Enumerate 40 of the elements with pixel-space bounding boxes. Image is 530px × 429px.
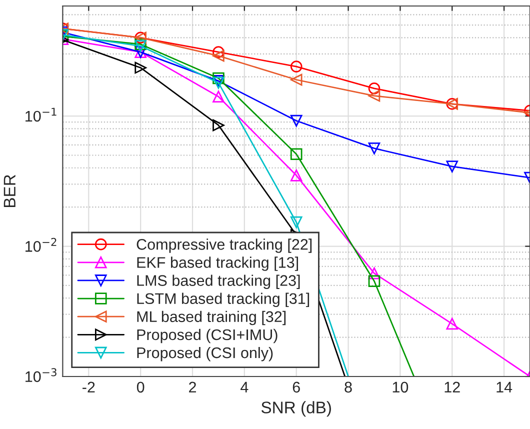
y-tick-label: 10$^{−3}$	[26, 368, 56, 382]
x-tick-label: 14	[496, 382, 512, 392]
point	[368, 90, 380, 102]
point	[368, 267, 380, 280]
point	[212, 72, 224, 84]
legend-label: Proposed (CSI+IMU)	[137, 328, 278, 344]
x-tick-label: 12	[444, 382, 460, 392]
point	[212, 50, 224, 62]
point	[290, 216, 302, 228]
legend-label: Proposed (CSI only)	[137, 346, 273, 362]
y-axis-title: BER	[4, 174, 16, 208]
legend-label: ML based training [32]	[137, 310, 286, 326]
legend-label: Compressive tracking [22]	[136, 238, 312, 253]
x-tick-label: 2	[189, 382, 196, 392]
point	[446, 160, 458, 172]
point	[212, 46, 224, 58]
point	[212, 119, 224, 132]
y-tick-label: 10$^{−2}$	[26, 238, 56, 252]
x-tick-label: 4	[240, 382, 248, 392]
x-tick-label: 0	[136, 382, 144, 393]
legend-label: LSTM based tracking [31]	[137, 292, 310, 308]
point	[212, 90, 224, 103]
x-tick-label: -2	[82, 382, 95, 392]
point	[290, 60, 302, 72]
y-tick-label: 10$^{−1}$	[26, 108, 56, 122]
point	[290, 114, 302, 127]
point	[368, 142, 380, 154]
point	[368, 82, 380, 94]
point	[290, 74, 302, 86]
point	[446, 318, 458, 330]
legend-label: LMS based tracking [23]	[137, 274, 300, 289]
point	[134, 62, 146, 74]
point	[290, 148, 302, 160]
x-tick-label: 10	[392, 382, 408, 393]
legend-label: EKF based tracking [13]	[137, 256, 298, 271]
x-tick-label: 6	[292, 382, 300, 393]
point	[290, 170, 302, 182]
point	[368, 275, 380, 288]
x-tick-label: 8	[344, 382, 352, 393]
x-axis-title: SNR (dB)	[261, 401, 331, 417]
